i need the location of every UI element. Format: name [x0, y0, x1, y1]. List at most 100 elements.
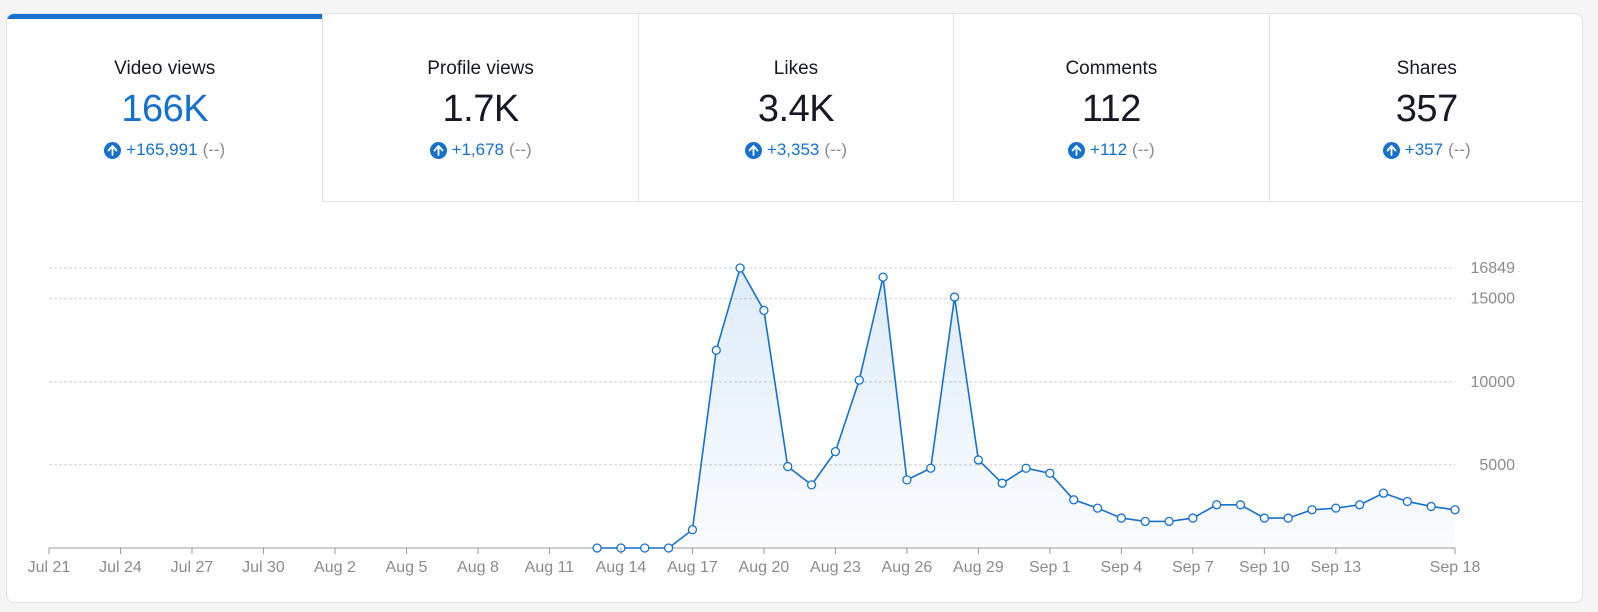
analytics-card: Video views 166K +165,991 (--) Profile views…: [6, 13, 1583, 603]
delta-comparison: (--): [202, 140, 226, 159]
x-tick-label: Aug 11: [525, 559, 575, 576]
tab-label: Likes: [773, 58, 819, 79]
delta-comparison: (--): [1448, 140, 1471, 159]
x-tick-label: Aug 17: [667, 559, 718, 576]
x-tick-label: Aug 2: [314, 559, 356, 576]
tab-value: 357: [1395, 88, 1458, 130]
data-point[interactable]: [1092, 503, 1103, 513]
data-point[interactable]: [902, 475, 912, 485]
x-tick-label: Sep 18: [1430, 559, 1481, 576]
x-tick-label: Aug 5: [386, 559, 428, 576]
data-point[interactable]: [759, 305, 769, 316]
tab-comments[interactable]: Comments 112 +112 (--): [953, 14, 1269, 202]
data-point[interactable]: [1021, 463, 1031, 473]
data-point[interactable]: [1116, 513, 1127, 523]
delta-value: +1,678: [451, 140, 504, 159]
data-point[interactable]: [1045, 468, 1055, 478]
data-point[interactable]: [592, 543, 602, 553]
y-tick-label: 16849: [1471, 260, 1516, 277]
x-tick-label: Sep 4: [1100, 559, 1142, 576]
tab-delta: +165,991 (--): [7, 140, 322, 160]
tab-label: Video views: [114, 58, 216, 79]
data-point[interactable]: [1212, 500, 1222, 510]
metric-tabs: Video views 166K +165,991 (--) Profile views…: [7, 14, 1582, 202]
delta-value: +112: [1090, 140, 1128, 159]
tab-label: Comments: [1065, 58, 1158, 79]
data-point[interactable]: [1140, 516, 1150, 527]
x-tick-label: Sep 10: [1239, 559, 1290, 576]
area-fill: [597, 268, 1455, 548]
y-tick-label: 5000: [1479, 457, 1515, 474]
x-tick-label: Jul 30: [242, 559, 285, 576]
x-tick-label: Aug 20: [739, 559, 790, 576]
tab-value: 112: [1081, 88, 1142, 130]
data-point[interactable]: [806, 480, 817, 490]
data-point[interactable]: [640, 543, 650, 553]
tab-value: 3.4K: [757, 88, 835, 130]
data-point[interactable]: [1259, 513, 1270, 523]
tab-delta: +357 (--): [1270, 140, 1582, 160]
delta-comparison: (--): [509, 140, 532, 159]
x-tick-label: Jul 24: [99, 559, 142, 576]
data-point[interactable]: [973, 455, 984, 465]
chart-area: Jul 21 Jul 24 Jul 27 Jul 30 Aug 2 Aug 5 Aug 8 A…: [7, 202, 1582, 602]
active-tab-indicator: [7, 14, 323, 19]
tab-label: Shares: [1396, 58, 1457, 79]
arrow-up-icon: [1068, 141, 1086, 159]
data-point[interactable]: [830, 446, 841, 457]
data-point[interactable]: [1402, 496, 1412, 507]
x-tick-label: Aug 14: [596, 559, 647, 576]
x-tick-label: Aug 26: [882, 559, 933, 576]
tab-value: 1.7K: [442, 88, 520, 130]
arrow-up-icon: [104, 141, 122, 159]
delta-value: +3,353: [766, 140, 820, 159]
delta-comparison: (--): [824, 140, 848, 159]
data-point[interactable]: [878, 272, 888, 282]
data-point[interactable]: [1331, 503, 1341, 513]
tab-delta: +112 (--): [954, 140, 1268, 160]
x-tick-label: Sep 1: [1029, 559, 1071, 576]
tab-value: 166K: [121, 88, 209, 130]
arrow-up-icon: [744, 141, 762, 159]
data-point[interactable]: [1164, 516, 1174, 527]
data-point[interactable]: [1069, 495, 1079, 505]
tab-delta: +3,353 (--): [639, 140, 953, 160]
tab-video-views[interactable]: Video views 166K +165,991 (--): [7, 14, 323, 202]
data-point[interactable]: [1450, 505, 1460, 515]
tab-shares[interactable]: Shares 357 +357 (--): [1268, 14, 1582, 202]
data-point[interactable]: [926, 463, 936, 473]
tab-label: Profile views: [427, 58, 534, 79]
data-point[interactable]: [1355, 500, 1365, 510]
x-tick-label: Sep 7: [1172, 559, 1214, 576]
data-point[interactable]: [949, 292, 960, 302]
x-tick-label: Jul 21: [28, 559, 71, 576]
data-point[interactable]: [783, 461, 793, 472]
data-point[interactable]: [1235, 500, 1246, 510]
delta-comparison: (--): [1132, 140, 1155, 159]
data-point[interactable]: [687, 525, 698, 535]
data-point[interactable]: [1283, 513, 1293, 523]
tab-delta: +1,678 (--): [323, 140, 637, 160]
tab-likes[interactable]: Likes 3.4K +3,353 (--): [637, 14, 954, 202]
arrow-up-icon: [1382, 141, 1400, 159]
y-tick-label: 15000: [1471, 291, 1516, 308]
data-point[interactable]: [854, 375, 864, 385]
data-point[interactable]: [1188, 513, 1198, 523]
x-tick-label: Aug 8: [457, 559, 499, 576]
line-chart: Jul 21 Jul 24 Jul 27 Jul 30 Aug 2 Aug 5 Aug 8 A…: [28, 260, 1516, 576]
arrow-up-icon: [429, 141, 447, 159]
data-point[interactable]: [735, 263, 745, 273]
data-point[interactable]: [1307, 505, 1317, 515]
x-tick-label: Jul 27: [171, 559, 214, 576]
tab-profile-views[interactable]: Profile views 1.7K +1,678 (--): [322, 14, 638, 202]
delta-value: +165,991: [126, 140, 198, 159]
x-tick-label: Sep 13: [1310, 559, 1361, 576]
data-point[interactable]: [1426, 501, 1436, 512]
delta-value: +357: [1404, 140, 1444, 159]
x-tick-label: Aug 29: [953, 559, 1004, 576]
y-tick-label: 10000: [1471, 374, 1516, 391]
data-point[interactable]: [663, 543, 674, 553]
data-point[interactable]: [997, 478, 1007, 488]
data-point[interactable]: [1378, 488, 1389, 498]
data-point[interactable]: [711, 345, 721, 355]
